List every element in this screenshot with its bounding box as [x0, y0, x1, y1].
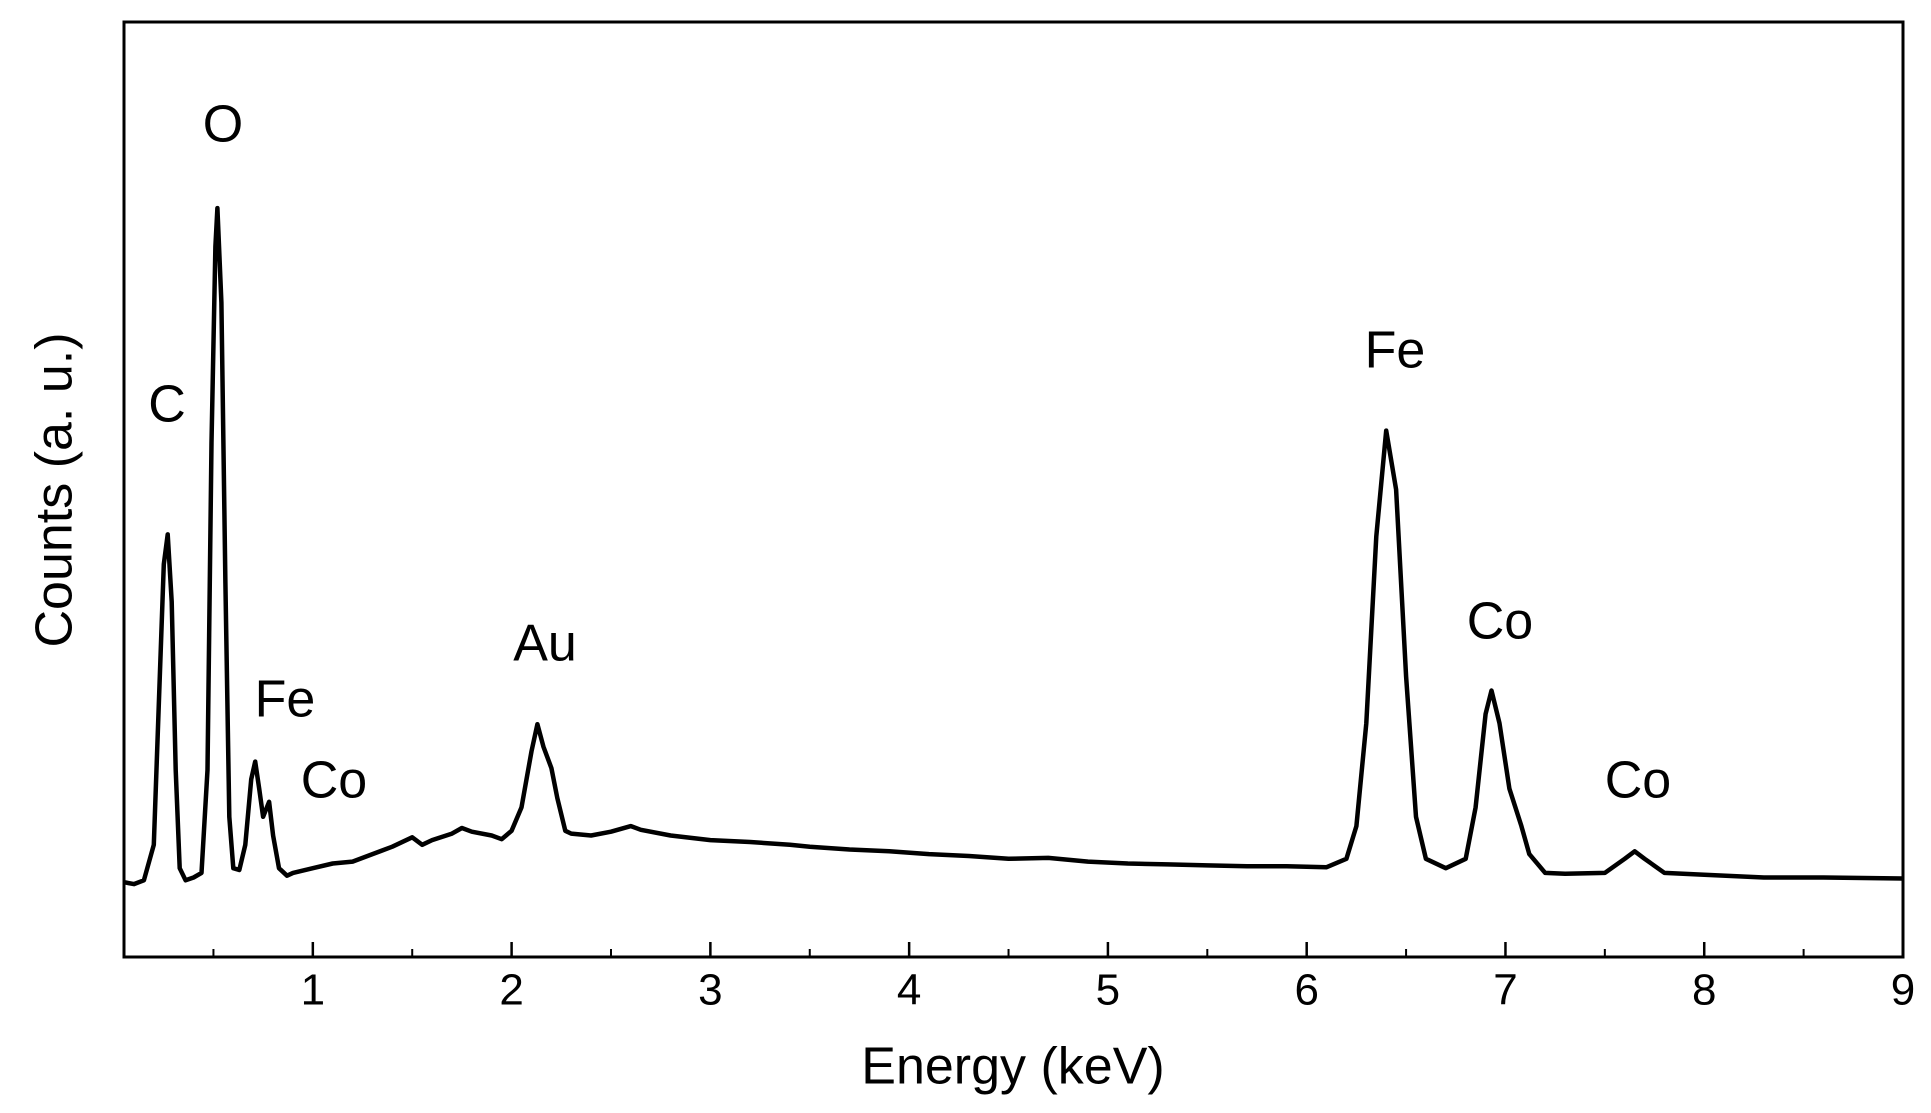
x-tick-label: 3: [698, 966, 722, 1015]
x-tick-label: 5: [1096, 966, 1120, 1015]
x-tick-label: 2: [499, 966, 523, 1015]
peak-label: Co: [301, 752, 367, 810]
peak-label: Fe: [1365, 322, 1426, 380]
peak-label: O: [203, 96, 243, 154]
plot-frame: [122, 20, 1905, 959]
x-axis-title: Energy (keV): [861, 1038, 1164, 1096]
x-tick-label: 8: [1692, 966, 1716, 1015]
x-tick-label: 4: [897, 966, 921, 1015]
peak-label: C: [148, 376, 186, 434]
spectrum-line: [123, 205, 1904, 887]
x-tick-label: 6: [1294, 966, 1318, 1015]
x-tick-label: 7: [1493, 966, 1517, 1015]
peak-label: Fe: [255, 671, 316, 729]
peak-label: Au: [513, 615, 577, 673]
x-tick-label: 1: [301, 966, 325, 1015]
x-tick-label: 9: [1891, 966, 1915, 1015]
y-axis-title: Counts (a. u.): [26, 332, 84, 647]
peak-label: Co: [1605, 752, 1671, 810]
peak-label: Co: [1467, 593, 1533, 651]
